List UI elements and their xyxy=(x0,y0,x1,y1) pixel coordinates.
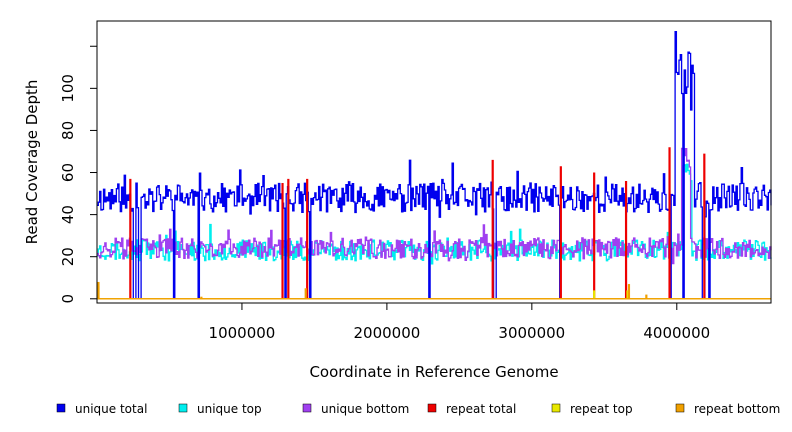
series-line-unique-bottom xyxy=(97,147,772,265)
y-tick-label: 100 xyxy=(59,74,77,103)
legend-swatch xyxy=(302,403,312,413)
y-tick-label: 0 xyxy=(59,294,77,304)
legend-swatch xyxy=(178,403,188,413)
x-tick-label: 2000000 xyxy=(353,324,420,342)
series-line-unique-total xyxy=(97,30,772,300)
series-layer xyxy=(97,30,772,300)
y-tick-label: 60 xyxy=(59,163,77,182)
legend-label: unique bottom xyxy=(321,402,409,416)
x-tick-label: 1000000 xyxy=(209,324,276,342)
legend-label: unique top xyxy=(197,402,262,416)
legend-label: repeat bottom xyxy=(694,402,780,416)
legend-label: repeat top xyxy=(570,402,633,416)
x-tick-label: 3000000 xyxy=(498,324,565,342)
y-axis: 0 20 40 60 80 100 xyxy=(59,45,97,304)
x-axis-label: Coordinate in Reference Genome xyxy=(309,363,558,381)
legend: unique total unique top unique bottom repea… xyxy=(56,402,780,416)
y-tick-label: 40 xyxy=(59,205,77,224)
legend-swatch xyxy=(675,403,685,413)
legend-label: repeat total xyxy=(446,402,516,416)
x-tick-label: 4000000 xyxy=(643,324,710,342)
legend-swatch xyxy=(427,403,437,413)
x-axis: 1000000 2000000 3000000 4000000 xyxy=(209,303,710,342)
legend-label: unique total xyxy=(75,402,147,416)
legend-swatch xyxy=(56,403,66,413)
y-tick-label: 20 xyxy=(59,247,77,266)
plot-frame xyxy=(96,20,772,304)
legend-swatch xyxy=(551,403,561,413)
y-tick-label: 80 xyxy=(59,121,77,140)
y-axis-label: Read Coverage Depth xyxy=(23,80,41,245)
